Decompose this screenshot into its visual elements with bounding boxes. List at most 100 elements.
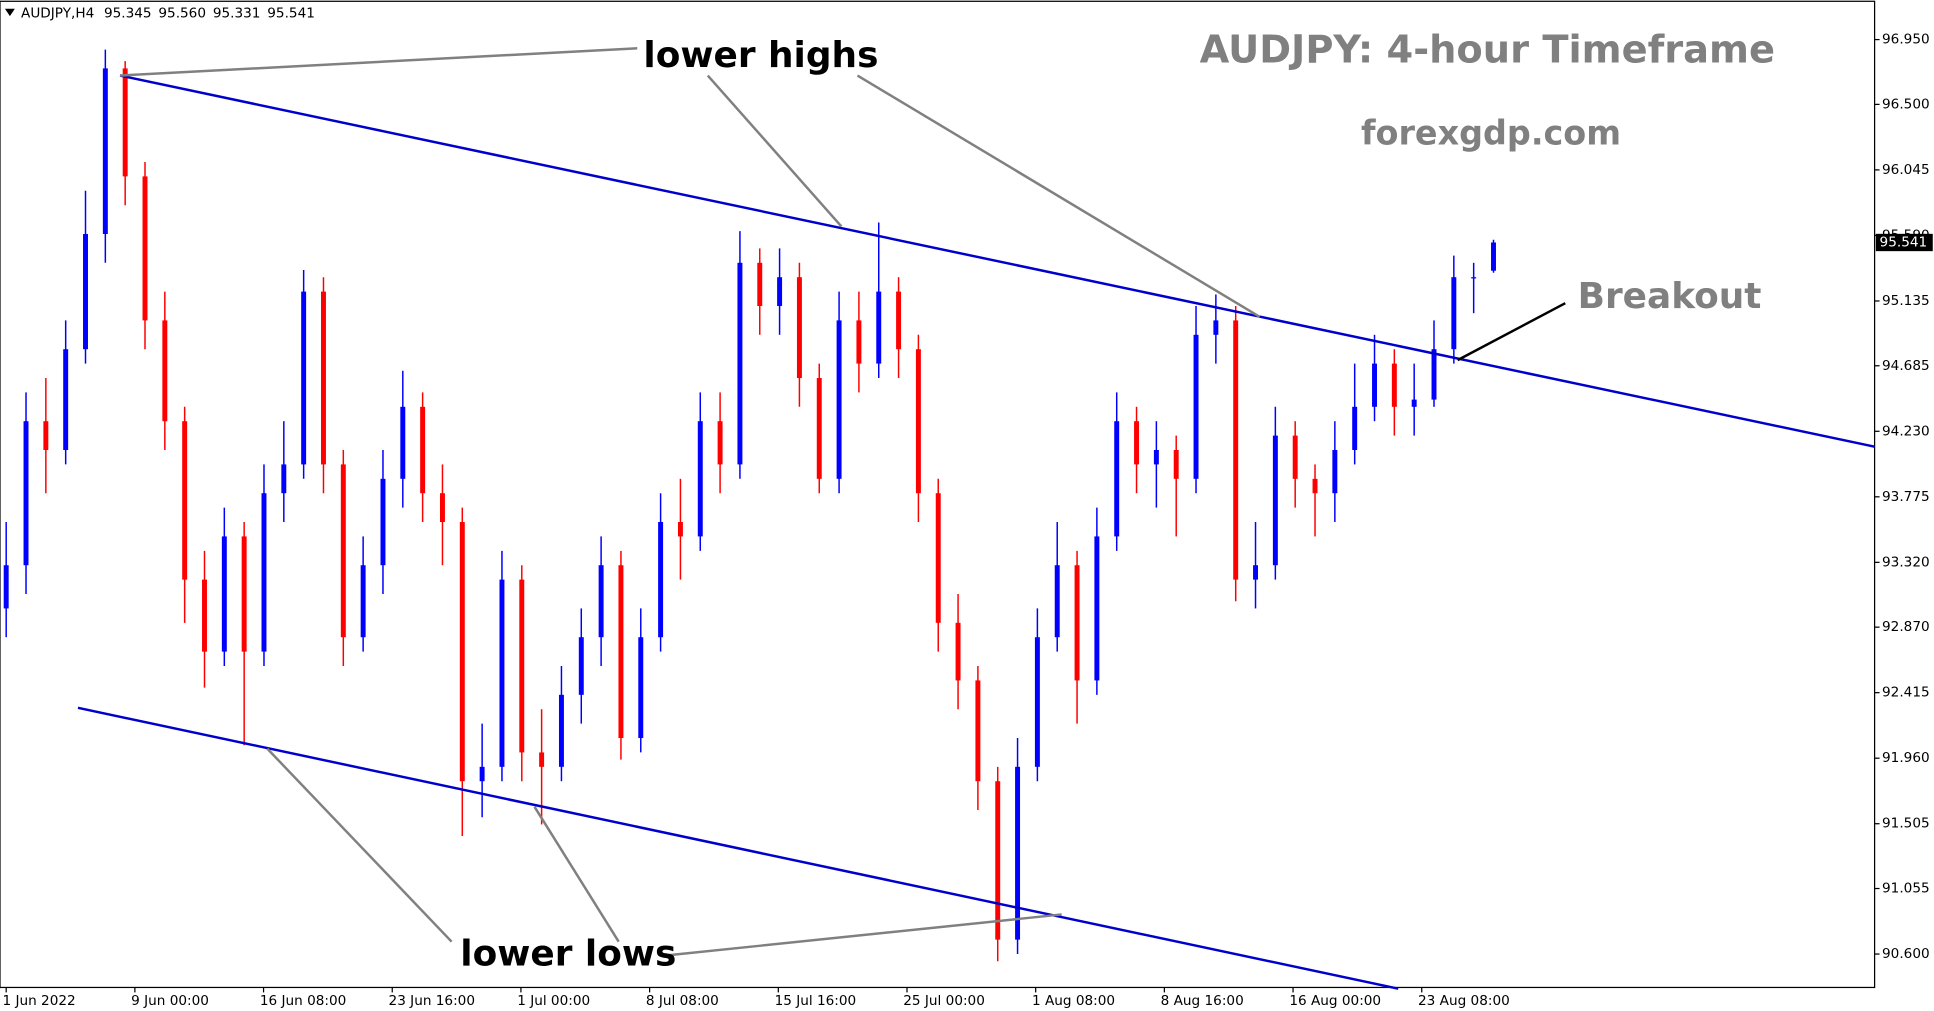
candle-body <box>1253 565 1259 580</box>
candle-body <box>1292 435 1298 479</box>
candle-body <box>1332 450 1338 494</box>
y-tick-label: 96.045 <box>1882 162 1930 178</box>
candle-body <box>677 522 683 537</box>
candle-body <box>777 277 783 306</box>
candle-body <box>757 262 763 306</box>
candle-body <box>717 421 723 465</box>
candle-body <box>221 536 227 652</box>
candle-body <box>519 579 525 753</box>
candle-body <box>816 378 822 479</box>
pointer <box>533 806 620 943</box>
candle-body <box>202 579 207 652</box>
x-tick-label: 16 Jun 08:00 <box>260 993 346 1009</box>
candle-body <box>697 421 703 537</box>
ohlc-value: 95.331 <box>213 6 261 22</box>
candle-body <box>1471 277 1477 279</box>
pointer-lines <box>119 47 1261 957</box>
candle-body <box>955 622 961 681</box>
candle-body <box>1411 399 1417 407</box>
pointer <box>668 913 1062 957</box>
x-tick-label: 23 Aug 08:00 <box>1418 993 1510 1009</box>
candle-body <box>241 536 247 652</box>
y-tick-label: 94.685 <box>1882 358 1930 374</box>
candle-body <box>439 493 445 523</box>
x-axis: 1 Jun 2022 9 Jun 00:00 16 Jun 08:00 23 Jun … <box>2 987 1510 1009</box>
candle-body <box>935 493 941 623</box>
y-tick-label: 92.415 <box>1882 685 1930 701</box>
candle-body <box>1352 406 1358 451</box>
candle-body <box>876 291 882 364</box>
price-box <box>1875 233 1933 252</box>
x-tick-label: 16 Aug 00:00 <box>1289 993 1381 1009</box>
candle-body <box>1391 363 1397 407</box>
candle-body <box>1193 334 1199 479</box>
candle-body <box>1173 450 1179 479</box>
candle-body <box>1451 277 1457 350</box>
pointer <box>266 747 453 943</box>
candle-body <box>321 291 326 465</box>
candle-body <box>261 493 267 652</box>
candle-body <box>1431 349 1437 400</box>
x-tick-label: 25 Jul 00:00 <box>903 993 985 1009</box>
candle-body <box>658 522 664 638</box>
candle-body <box>1074 565 1080 681</box>
candle-body <box>598 565 604 638</box>
candle-body <box>558 694 564 767</box>
candle-body <box>400 406 406 479</box>
candle-body <box>3 565 9 609</box>
candle-body <box>459 522 465 782</box>
x-tick-label: 23 Jun 16:00 <box>389 993 475 1009</box>
annotation: Breakout <box>1578 276 1762 317</box>
pointer <box>856 74 1261 318</box>
breakout-pointer <box>1457 302 1566 362</box>
candles <box>3 49 1496 962</box>
candle-body <box>380 478 386 566</box>
candle-body <box>420 406 426 494</box>
symbol: AUDJPY,H4 <box>21 6 94 22</box>
y-tick-label: 94.230 <box>1882 423 1930 439</box>
candle-body <box>162 320 168 422</box>
y-tick-label: 95.135 <box>1882 293 1930 309</box>
x-tick-label: 1 Jun 2022 <box>2 993 75 1009</box>
candle-body <box>340 464 346 638</box>
y-tick-label: 93.320 <box>1882 554 1930 570</box>
menu-arrow[interactable] <box>4 8 15 17</box>
candle-body <box>856 320 862 364</box>
y-tick-label: 91.055 <box>1882 881 1930 897</box>
candle-body <box>102 68 108 234</box>
ohlc-value: 95.560 <box>158 6 206 22</box>
candle-body <box>479 766 485 782</box>
candle-body <box>1491 242 1496 271</box>
x-tick-label: 9 Jun 00:00 <box>131 993 209 1009</box>
candle-body <box>796 277 802 379</box>
ohlc-value: 95.345 <box>104 6 152 22</box>
y-tick-label: 91.505 <box>1882 816 1930 832</box>
upper-trendline <box>119 74 1875 448</box>
candle-body <box>896 291 902 350</box>
ohlc-header: 95.345 95.560 95.331 95.541 <box>104 6 315 22</box>
candle-body <box>737 262 743 465</box>
candle-body <box>182 421 188 580</box>
x-tick-label: 8 Jul 08:00 <box>646 993 719 1009</box>
candle-body <box>122 68 128 177</box>
candle-body <box>638 637 644 739</box>
price-label: 95.541 <box>1880 234 1928 250</box>
x-tick-label: 1 Jul 00:00 <box>517 993 590 1009</box>
candle-body <box>578 637 584 695</box>
y-tick-label: 91.960 <box>1882 750 1930 766</box>
y-tick-label: 96.500 <box>1882 96 1930 112</box>
pointer <box>119 47 638 77</box>
candle-body <box>83 233 88 350</box>
chart-subtitle: forexgdp.com <box>1361 113 1621 152</box>
y-axis: 96.95096.50096.04595.59095.13594.68594.2… <box>1874 32 1933 962</box>
x-tick-label: 8 Aug 16:00 <box>1161 993 1244 1009</box>
y-tick-label: 96.950 <box>1882 32 1930 48</box>
candle-body <box>499 579 505 767</box>
candle-body <box>43 421 49 451</box>
candle-body <box>975 680 981 782</box>
candle-body <box>618 565 624 739</box>
candle-body <box>23 421 29 566</box>
candle-body <box>1312 478 1318 494</box>
candle-body <box>1094 536 1100 681</box>
